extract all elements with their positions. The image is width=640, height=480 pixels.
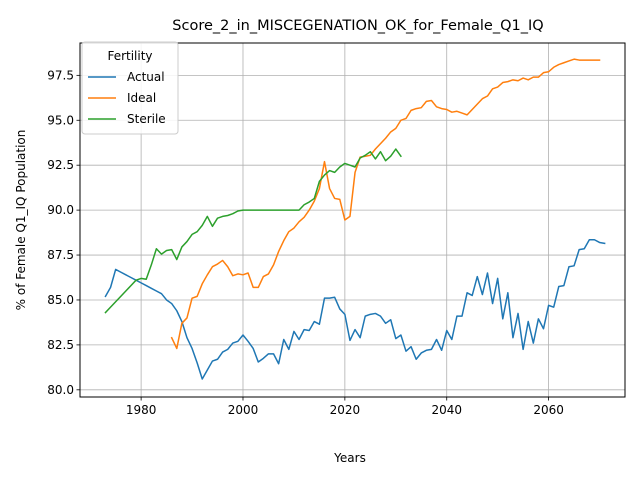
x-tick-label: 2060	[533, 403, 564, 417]
y-tick-label: 80.0	[47, 383, 74, 397]
y-tick-label: 97.5	[47, 68, 74, 82]
series-line-ideal	[170, 58, 601, 350]
chart-title: Score_2_in_MISCEGENATION_OK_for_Female_Q…	[172, 18, 543, 34]
x-tick-label: 2040	[431, 403, 462, 417]
y-tick-label: 82.5	[47, 338, 74, 352]
legend-label-sterile: Sterile	[127, 112, 166, 126]
y-axis-label: % of Female Q1_IQ Population	[14, 130, 28, 311]
y-tick-label: 87.5	[47, 248, 74, 262]
x-axis-ticks: 1980 2000 2020 2040 2060	[126, 397, 564, 417]
y-tick-label: 85.0	[47, 293, 74, 307]
series-line-sterile	[104, 148, 402, 314]
legend-label-actual: Actual	[127, 70, 165, 84]
x-tick-label: 2000	[228, 403, 259, 417]
legend-title: Fertility	[107, 49, 152, 63]
plot-frame	[79, 42, 626, 398]
series-line-actual	[104, 239, 606, 380]
x-tick-label: 2020	[330, 403, 361, 417]
y-tick-label: 95.0	[47, 113, 74, 127]
y-tick-label: 92.5	[47, 158, 74, 172]
plot-series	[104, 58, 606, 380]
y-axis-ticks: 80.0 82.5 85.0 87.5 90.0 92.5 95.0 97.5	[47, 68, 80, 397]
legend-entries: Actual Ideal Sterile	[88, 70, 166, 126]
x-tick-label: 1980	[126, 403, 157, 417]
y-tick-label: 90.0	[47, 203, 74, 217]
legend: Fertility Actual Ideal Sterile	[81, 41, 179, 135]
legend-box	[81, 41, 179, 135]
legend-label-ideal: Ideal	[127, 91, 156, 105]
x-axis-label: Years	[333, 451, 366, 465]
